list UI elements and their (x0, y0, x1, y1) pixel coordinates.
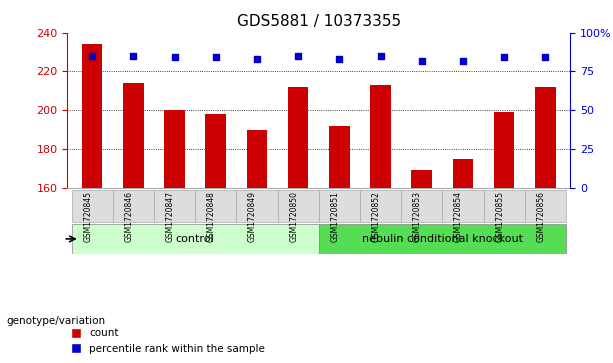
FancyBboxPatch shape (525, 189, 566, 222)
FancyBboxPatch shape (319, 224, 566, 254)
Text: GSM1720849: GSM1720849 (248, 191, 257, 242)
Text: GSM1720856: GSM1720856 (536, 191, 546, 242)
Bar (370, 85, 391, 188)
FancyBboxPatch shape (195, 189, 237, 222)
Text: GSM1720851: GSM1720851 (330, 191, 340, 242)
Bar (164, 110, 185, 188)
Point (87, 53, 97, 59)
Text: genotype/variation: genotype/variation (6, 316, 105, 326)
Point (499, 54, 509, 60)
FancyBboxPatch shape (360, 189, 401, 222)
Text: nebulin conditional knockout: nebulin conditional knockout (362, 234, 523, 244)
Point (129, 53, 139, 59)
Point (541, 54, 550, 60)
Text: GSM1720853: GSM1720853 (413, 191, 422, 242)
Bar (494, 112, 514, 188)
Text: GSM1720855: GSM1720855 (495, 191, 504, 242)
Point (376, 53, 386, 59)
FancyBboxPatch shape (72, 224, 319, 254)
Bar (452, 159, 473, 188)
Bar (411, 170, 432, 188)
Text: GSM1720848: GSM1720848 (207, 191, 216, 242)
Point (170, 54, 180, 60)
FancyBboxPatch shape (72, 189, 113, 222)
Bar (535, 87, 555, 188)
FancyBboxPatch shape (154, 189, 195, 222)
Point (335, 56, 345, 62)
FancyBboxPatch shape (443, 189, 484, 222)
Bar (205, 114, 226, 188)
Bar (82, 44, 102, 188)
FancyBboxPatch shape (113, 189, 154, 222)
Text: control: control (176, 234, 215, 244)
Bar (288, 87, 308, 188)
Text: GSM1720854: GSM1720854 (454, 191, 463, 242)
Legend: count, percentile rank within the sample: count, percentile rank within the sample (66, 324, 270, 358)
Bar (246, 130, 267, 188)
Text: GSM1720847: GSM1720847 (166, 191, 175, 242)
Point (458, 58, 468, 64)
Point (211, 54, 221, 60)
Point (417, 58, 427, 64)
Text: GSM1720845: GSM1720845 (83, 191, 92, 242)
Point (252, 56, 262, 62)
Bar (329, 126, 349, 188)
FancyBboxPatch shape (401, 189, 443, 222)
Point (293, 53, 303, 59)
FancyBboxPatch shape (484, 189, 525, 222)
Title: GDS5881 / 10373355: GDS5881 / 10373355 (237, 14, 401, 29)
Text: GSM1720850: GSM1720850 (289, 191, 298, 242)
FancyBboxPatch shape (237, 189, 278, 222)
FancyBboxPatch shape (278, 189, 319, 222)
FancyBboxPatch shape (319, 189, 360, 222)
Text: GSM1720852: GSM1720852 (371, 191, 381, 242)
Text: GSM1720846: GSM1720846 (124, 191, 134, 242)
Bar (123, 83, 143, 188)
